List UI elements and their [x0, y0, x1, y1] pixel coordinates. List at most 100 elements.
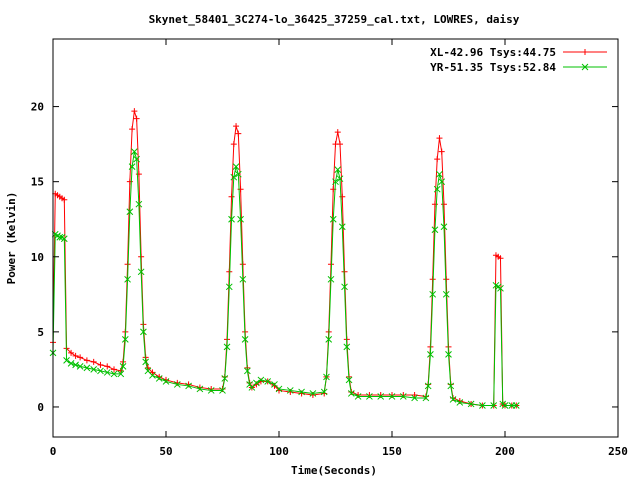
data-point: [131, 148, 138, 155]
data-point: [336, 175, 344, 183]
data-point: [241, 336, 249, 343]
data-point: [110, 370, 118, 378]
data-point: [329, 215, 337, 223]
data-point: [497, 284, 504, 292]
x-axis-label: Time(Seconds): [291, 464, 377, 477]
data-point: [221, 375, 229, 382]
data-point: [76, 363, 84, 370]
x-tick-label: 100: [269, 445, 289, 458]
data-point: [456, 399, 464, 406]
data-point: [185, 382, 192, 390]
data-point: [323, 373, 330, 381]
data-point: [339, 193, 346, 200]
data-point: [128, 163, 136, 171]
data-point: [72, 352, 79, 359]
series-2: [49, 148, 520, 409]
series-line: [52, 110, 517, 406]
data-point: [126, 208, 134, 216]
data-point: [97, 361, 104, 368]
data-point: [309, 390, 317, 397]
data-point: [275, 385, 283, 393]
data-point: [431, 201, 438, 208]
data-point: [60, 235, 68, 243]
data-point: [149, 369, 156, 376]
data-point: [264, 378, 272, 385]
data-point: [162, 378, 170, 385]
data-point: [235, 130, 242, 137]
y-tick-label: 20: [31, 101, 44, 114]
data-point: [223, 343, 231, 351]
data-point: [97, 367, 104, 375]
y-tick-label: 5: [37, 326, 44, 339]
data-point: [431, 226, 439, 234]
data-point: [219, 387, 226, 394]
data-point: [388, 393, 396, 400]
data-point: [131, 108, 138, 115]
data-point: [233, 123, 240, 130]
data-point: [366, 393, 373, 400]
data-point: [427, 351, 434, 358]
y-tick-label: 15: [31, 176, 44, 189]
data-point: [149, 372, 156, 379]
data-point: [436, 135, 443, 142]
data-point: [140, 328, 147, 336]
data-point: [135, 200, 143, 208]
data-point: [325, 336, 333, 343]
data-point: [327, 275, 335, 283]
data-point: [332, 178, 339, 186]
data-point: [83, 357, 90, 364]
data-point: [479, 402, 486, 409]
x-tick-label: 50: [159, 445, 172, 458]
axes: 0 50 100 150 200 250 0 5 10 15 20: [31, 38, 628, 458]
y-axis-label: Power (Kelvin): [5, 192, 18, 285]
legend-entry: XL-42.96 Tsys:44.75: [430, 46, 607, 59]
data-point: [230, 173, 238, 181]
data-point: [467, 400, 475, 408]
data-point: [438, 148, 445, 155]
data-point: [111, 366, 118, 373]
data-point: [343, 343, 351, 351]
data-point: [512, 402, 520, 409]
legend-label: YR-51.35 Tsys:52.84: [430, 61, 556, 74]
chart-title: Skynet_58401_3C274-lo_36425_37259_cal.tx…: [149, 13, 520, 26]
data-point: [447, 382, 455, 390]
x-tick-label: 200: [495, 445, 515, 458]
data-point: [124, 275, 131, 283]
data-point: [445, 351, 452, 358]
data-point: [121, 336, 129, 343]
data-point: [104, 363, 111, 370]
data-point: [490, 402, 498, 409]
data-point: [246, 381, 253, 388]
data-point: [354, 393, 362, 400]
data-point: [142, 358, 150, 366]
data-point: [422, 394, 430, 402]
data-point: [449, 396, 457, 403]
data-point: [77, 354, 84, 361]
data-point: [438, 178, 446, 186]
data-point: [434, 156, 441, 163]
data-point: [244, 367, 251, 375]
data-point: [341, 283, 348, 291]
data-point: [338, 223, 346, 231]
data-point: [119, 363, 127, 370]
data-point: [239, 275, 247, 283]
plot-frame: [52, 38, 619, 438]
data-point: [230, 141, 237, 148]
legend-marker: [582, 49, 588, 55]
plot-area: [49, 108, 520, 409]
data-point: [436, 170, 443, 178]
data-point: [63, 357, 70, 364]
data-point: [83, 364, 91, 372]
data-point: [137, 268, 145, 276]
data-point: [424, 382, 432, 390]
data-point: [286, 387, 294, 394]
data-point: [497, 255, 504, 262]
data-point: [61, 196, 68, 203]
data-point: [56, 233, 64, 241]
data-point: [228, 193, 235, 200]
data-point: [433, 185, 441, 193]
data-point: [399, 393, 407, 400]
data-point: [411, 391, 418, 398]
data-point: [173, 381, 181, 388]
